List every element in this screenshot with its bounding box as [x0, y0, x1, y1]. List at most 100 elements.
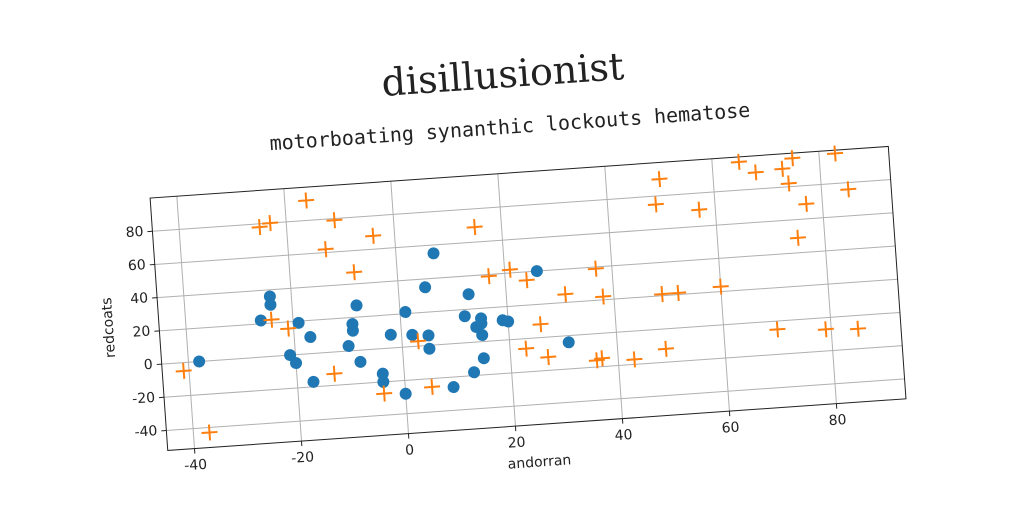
- point: [557, 286, 574, 303]
- point: [175, 362, 192, 379]
- point: [595, 288, 612, 305]
- x-tick-label: -40: [184, 457, 208, 475]
- point: [350, 299, 363, 312]
- point: [712, 278, 729, 295]
- point: [326, 365, 343, 382]
- point: [594, 350, 611, 367]
- grid-line: [497, 173, 516, 427]
- point: [798, 195, 815, 212]
- point: [651, 171, 668, 188]
- point: [376, 385, 393, 402]
- point: [730, 153, 747, 170]
- point: [458, 310, 471, 323]
- point: [406, 328, 419, 341]
- point: [562, 336, 575, 349]
- point: [365, 227, 382, 244]
- grid-line: [164, 345, 903, 398]
- point: [304, 331, 317, 344]
- point: [317, 241, 334, 258]
- plot-frame: [149, 145, 907, 451]
- y-axis-label: redcoats: [99, 297, 119, 359]
- grid-line: [159, 278, 898, 332]
- point: [427, 247, 440, 260]
- point: [468, 366, 481, 379]
- point: [354, 355, 367, 368]
- point: [262, 214, 279, 232]
- grid-line: [283, 188, 302, 442]
- point: [462, 288, 475, 301]
- point: [326, 212, 343, 229]
- point: [254, 314, 267, 327]
- x-tick-label: 0: [405, 442, 415, 459]
- point: [346, 324, 359, 337]
- point: [647, 196, 664, 213]
- point: [447, 381, 460, 394]
- x-tick-label: 20: [507, 434, 526, 451]
- point: [657, 340, 674, 357]
- point: [410, 333, 427, 350]
- point: [342, 340, 355, 353]
- y-tick-label: 40: [130, 290, 149, 307]
- x-tick-label: 80: [828, 412, 847, 429]
- grid-line: [166, 378, 905, 432]
- point: [422, 329, 435, 342]
- point: [850, 320, 867, 337]
- y-tick-label: 20: [132, 324, 151, 341]
- point: [530, 265, 543, 278]
- point: [475, 317, 488, 330]
- plot-area: -40 -20 0 20 40 60 80 -40 -20 0 20 40 60 80 andorran re…: [99, 145, 907, 475]
- grid-line: [157, 245, 896, 299]
- point: [476, 329, 489, 342]
- y-tick-label: 60: [127, 257, 146, 274]
- grid-line: [154, 212, 893, 265]
- point: [384, 328, 397, 341]
- point: [769, 321, 786, 338]
- point: [540, 349, 557, 366]
- grid-line: [176, 196, 196, 449]
- point: [419, 281, 432, 294]
- chart-subtitle: motorboating synanthic lockouts hematose: [269, 98, 751, 156]
- point: [501, 261, 518, 278]
- point: [290, 357, 303, 370]
- y-tick-label: -40: [134, 423, 158, 441]
- point: [789, 229, 806, 246]
- point: [774, 160, 791, 177]
- point: [780, 175, 797, 192]
- point: [784, 150, 801, 167]
- point: [587, 260, 604, 277]
- point: [747, 164, 764, 181]
- point: [201, 424, 218, 441]
- grid-line: [604, 166, 623, 419]
- point: [193, 355, 206, 368]
- y-tick-label: 80: [125, 224, 144, 241]
- point: [399, 306, 412, 319]
- grid-line: [818, 151, 837, 404]
- point: [817, 321, 834, 338]
- point: [466, 219, 483, 236]
- point: [399, 387, 412, 400]
- chart-title: disillusionist: [380, 44, 625, 105]
- y-tick-label: -20: [132, 390, 156, 408]
- point: [424, 378, 441, 395]
- point: [826, 145, 844, 162]
- point: [502, 315, 515, 328]
- point: [280, 320, 297, 337]
- point: [423, 342, 436, 355]
- point: [264, 298, 277, 311]
- point: [298, 192, 315, 209]
- point: [307, 375, 320, 388]
- x-tick-label: 60: [721, 420, 740, 437]
- point: [518, 340, 535, 357]
- x-tick-label: -20: [291, 449, 315, 467]
- point: [691, 201, 708, 218]
- point: [480, 268, 497, 285]
- x-tick-label: 40: [614, 427, 633, 444]
- point: [377, 375, 390, 388]
- point: [670, 284, 687, 301]
- point: [840, 181, 857, 198]
- point: [532, 316, 549, 333]
- point: [263, 311, 280, 328]
- point: [518, 272, 535, 289]
- point: [477, 352, 490, 365]
